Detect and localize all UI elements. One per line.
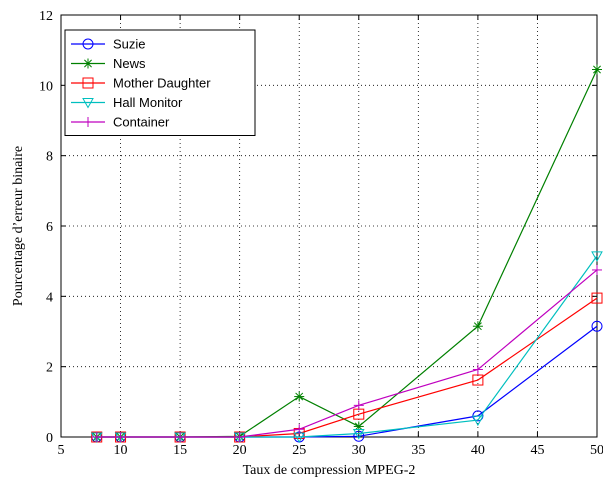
y-tick-label: 2: [46, 361, 53, 376]
legend-item-news: News: [71, 56, 146, 71]
axis-ticks: 5 10 15 20 25 30 35 40 45 50 0 2 4 6 8 10 12: [39, 9, 603, 458]
y-tick-label: 10: [39, 79, 53, 94]
x-axis-title: Taux de compression MPEG-2: [243, 463, 416, 478]
data-point-container: [175, 432, 186, 442]
x-tick-label: 40: [471, 443, 485, 458]
y-tick-label: 8: [46, 150, 53, 165]
data-point-news: [294, 391, 305, 402]
legend-marker: [82, 77, 94, 89]
x-tick-label: 35: [411, 443, 425, 458]
legend-label: Mother Daughter: [113, 76, 211, 91]
legend-label: Container: [113, 115, 170, 130]
series-line-mother-daughter: [96, 297, 598, 438]
y-tick-label: 12: [39, 9, 53, 24]
x-tick-label: 5: [58, 443, 65, 458]
series-mother-daughter: [91, 292, 603, 443]
data-point-suzie: [591, 320, 603, 332]
legend-item-suzie: Suzie: [71, 37, 146, 52]
legend-label: Suzie: [113, 37, 146, 52]
x-tick-label: 15: [173, 443, 187, 458]
legend-marker: [82, 38, 94, 50]
legend-item-hall-monitor: Hall Monitor: [71, 95, 183, 110]
x-tick-label: 50: [590, 443, 603, 458]
legend-item-mother-daughter: Mother Daughter: [71, 76, 211, 91]
data-point-news: [472, 321, 483, 332]
x-tick-label: 45: [530, 443, 544, 458]
data-point-container: [115, 432, 126, 442]
legend-marker: [83, 58, 93, 69]
legend-marker: [83, 117, 93, 127]
data-point-hall-monitor: [591, 251, 603, 262]
x-tick-label: 20: [233, 443, 247, 458]
y-axis-title: Pourcentage d’erreur binaire: [11, 146, 26, 306]
legend-marker: [82, 98, 94, 109]
legend-label: Hall Monitor: [113, 95, 183, 110]
legend: Suzie News Mother Daughter Hall Monitor Cont…: [64, 29, 256, 136]
series-container: [91, 264, 602, 442]
series-suzie: [91, 320, 603, 443]
data-point-hall-monitor: [352, 428, 365, 440]
y-tick-label: 0: [46, 431, 53, 446]
y-tick-label: 4: [46, 290, 53, 305]
data-point-container: [472, 364, 483, 375]
data-point-news: [592, 64, 602, 75]
grid-lines: [61, 15, 597, 437]
x-tick-label: 10: [114, 443, 128, 458]
legend-item-container: Container: [71, 115, 170, 130]
series-line-container: [96, 269, 598, 438]
data-point-container: [91, 432, 102, 442]
x-tick-label: 25: [292, 443, 306, 458]
data-point-container: [234, 432, 245, 442]
data-point-mother-daughter: [591, 292, 603, 304]
x-tick-label: 30: [352, 443, 366, 458]
y-tick-label: 6: [46, 220, 53, 235]
legend-label: News: [113, 56, 146, 71]
data-point-mother-daughter: [472, 374, 484, 386]
data-point-container: [592, 264, 602, 275]
data-point-container: [294, 424, 305, 435]
data-point-container: [353, 400, 364, 411]
data-point-hall-monitor: [472, 415, 484, 427]
series-group: [90, 64, 603, 444]
